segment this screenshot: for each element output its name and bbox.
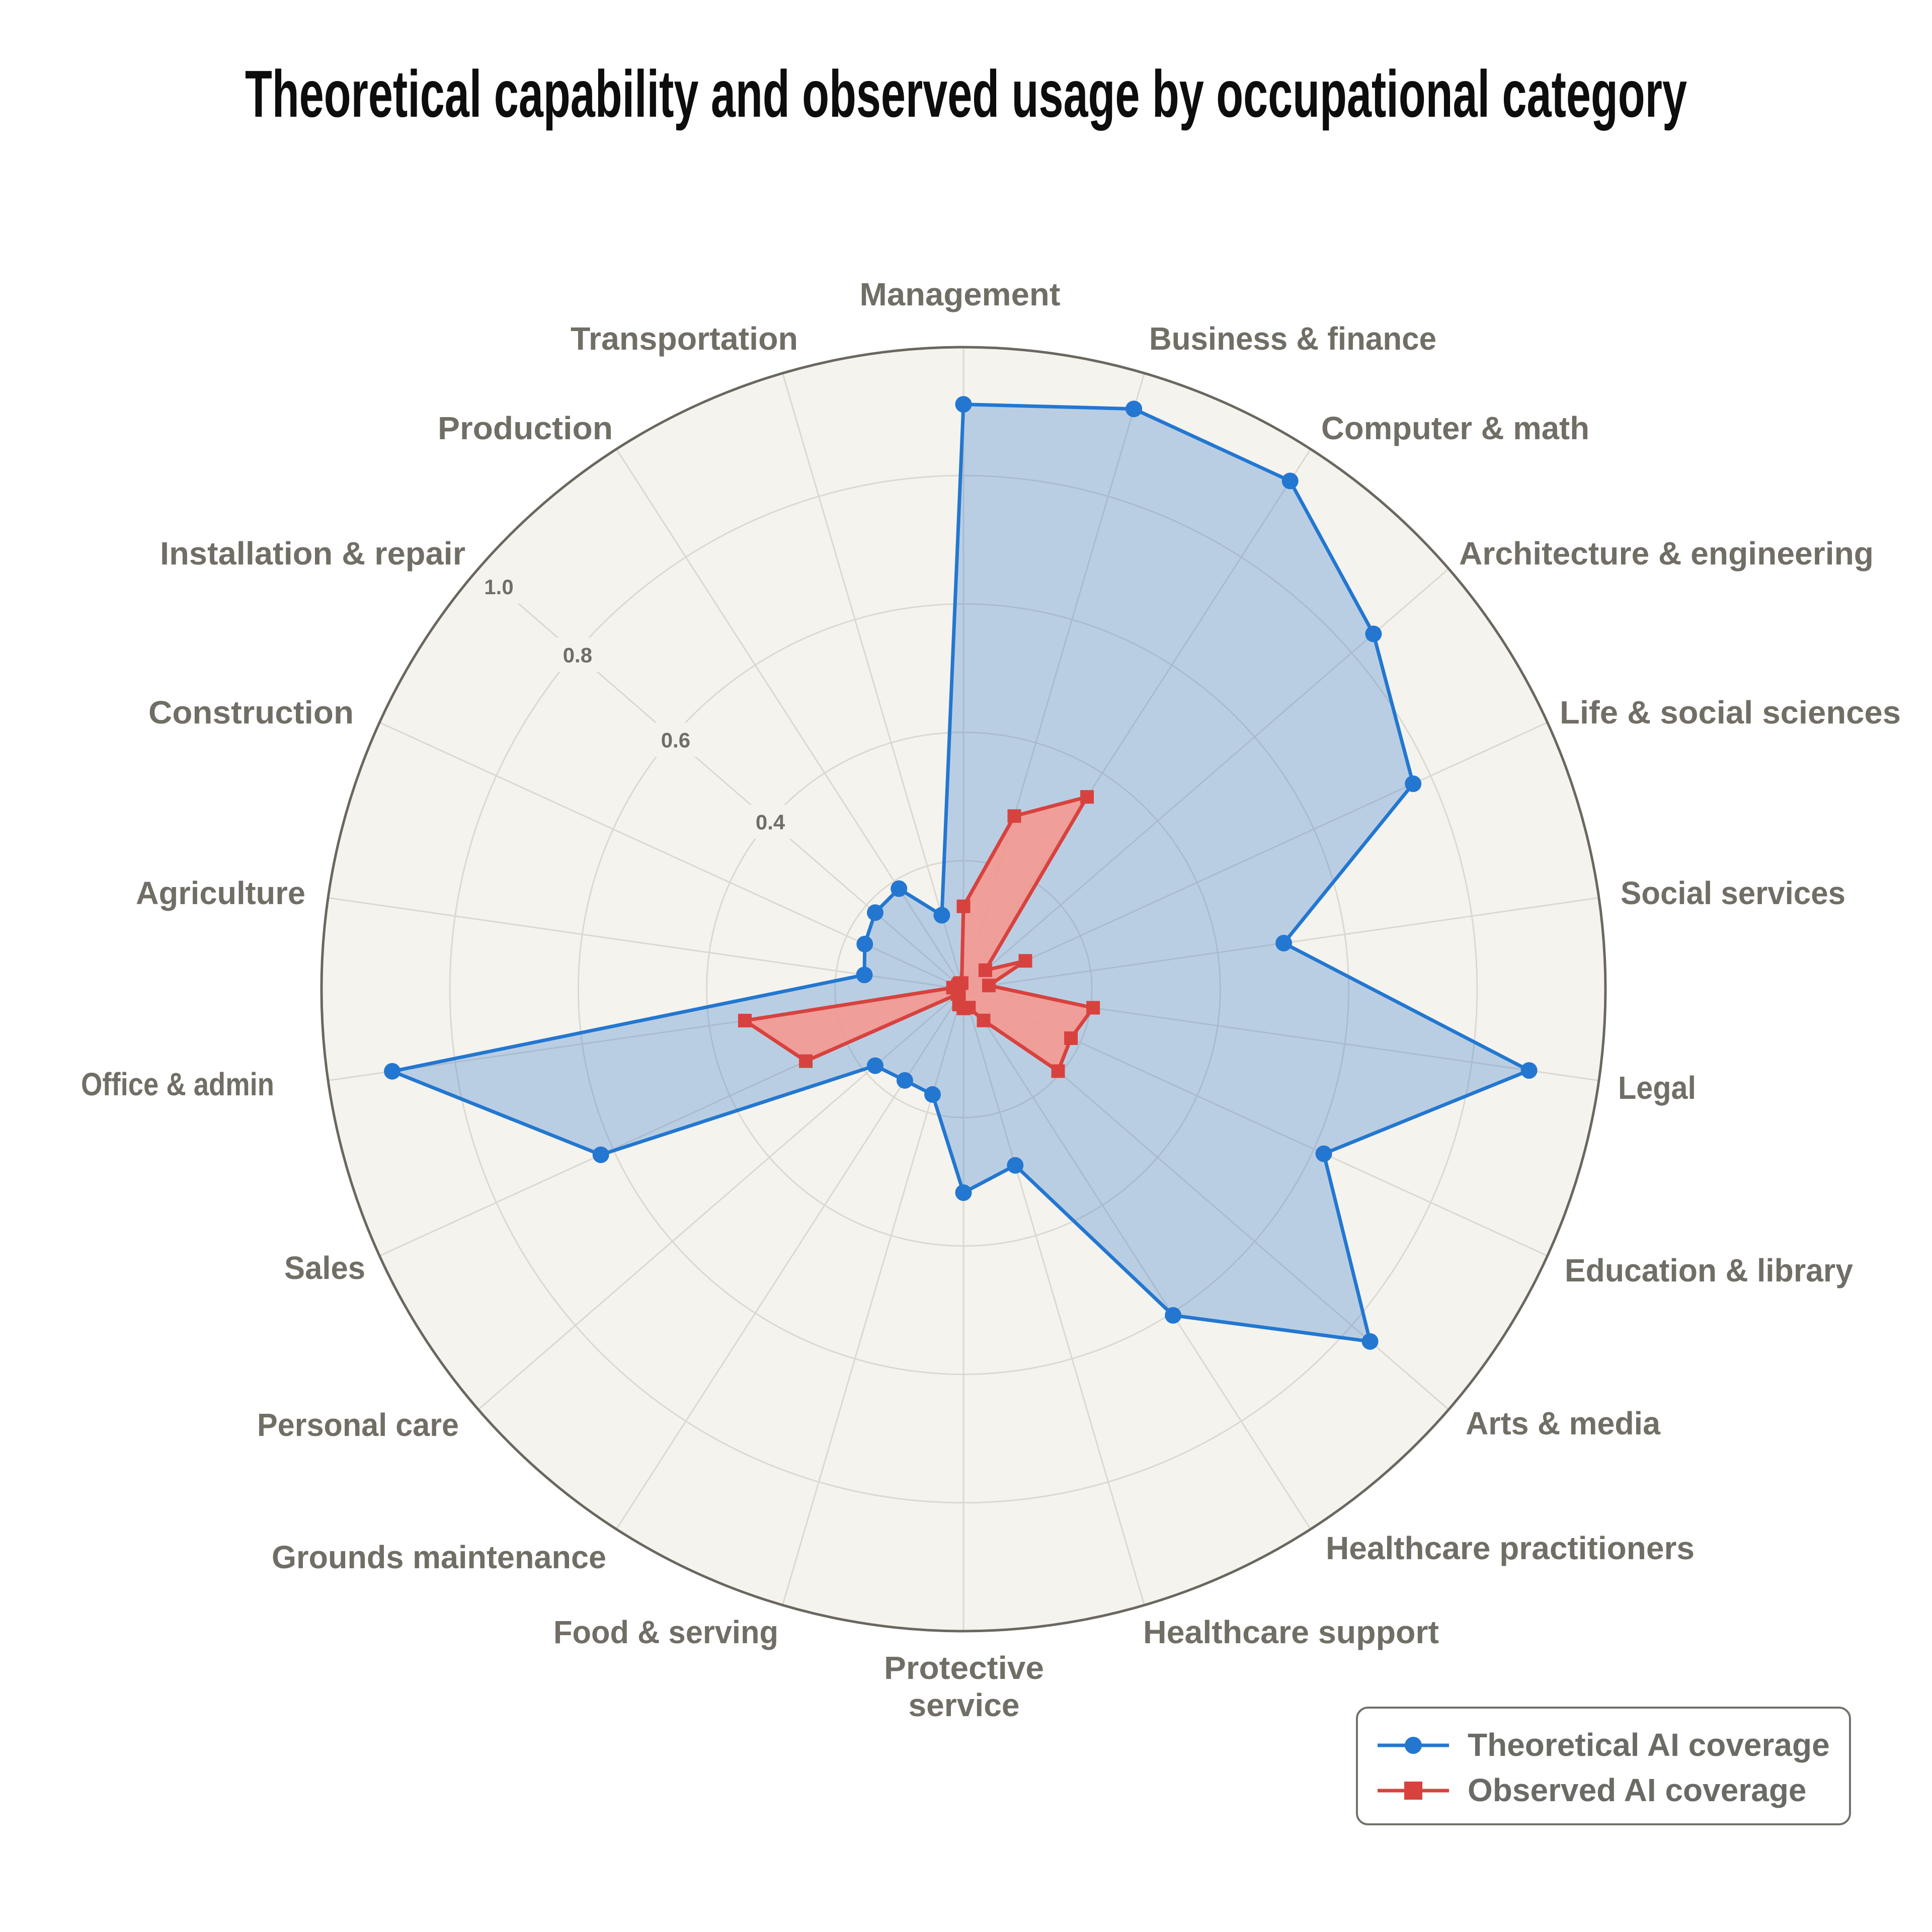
svg-text:Education & library: Education & library xyxy=(1565,1252,1853,1289)
svg-text:Office & admin: Office & admin xyxy=(81,1066,274,1102)
svg-text:Theoretical capability and obs: Theoretical capability and observed usag… xyxy=(245,57,1687,131)
svg-text:Life & social sciences: Life & social sciences xyxy=(1560,694,1901,731)
svg-text:Installation & repair: Installation & repair xyxy=(160,535,465,572)
svg-text:Computer & math: Computer & math xyxy=(1321,410,1589,446)
svg-text:Management: Management xyxy=(860,276,1061,312)
svg-text:Arts & media: Arts & media xyxy=(1466,1405,1660,1441)
svg-text:Theoretical AI coverage: Theoretical AI coverage xyxy=(1468,1727,1830,1763)
svg-text:0.8: 0.8 xyxy=(563,643,592,667)
svg-text:Healthcare practitioners: Healthcare practitioners xyxy=(1326,1530,1695,1566)
svg-text:Observed AI coverage: Observed AI coverage xyxy=(1468,1772,1807,1808)
svg-text:Food & serving: Food & serving xyxy=(553,1614,778,1650)
svg-text:Healthcare support: Healthcare support xyxy=(1143,1614,1439,1650)
svg-text:Business & finance: Business & finance xyxy=(1149,320,1436,357)
svg-text:Production: Production xyxy=(438,410,613,446)
svg-text:0.4: 0.4 xyxy=(756,810,785,834)
svg-text:Construction: Construction xyxy=(148,694,354,731)
svg-text:Grounds maintenance: Grounds maintenance xyxy=(272,1539,606,1575)
svg-text:Personal care: Personal care xyxy=(257,1407,459,1443)
svg-text:Transportation: Transportation xyxy=(571,320,798,357)
svg-text:1.0: 1.0 xyxy=(484,575,513,599)
svg-text:Agriculture: Agriculture xyxy=(136,875,305,911)
svg-text:0.6: 0.6 xyxy=(661,728,690,752)
svg-text:Legal: Legal xyxy=(1618,1070,1696,1106)
svg-text:service: service xyxy=(909,1687,1020,1723)
svg-text:Sales: Sales xyxy=(284,1250,365,1286)
svg-text:Architecture & engineering: Architecture & engineering xyxy=(1459,535,1874,572)
svg-text:Protective: Protective xyxy=(884,1650,1044,1686)
svg-text:Social services: Social services xyxy=(1621,875,1845,911)
